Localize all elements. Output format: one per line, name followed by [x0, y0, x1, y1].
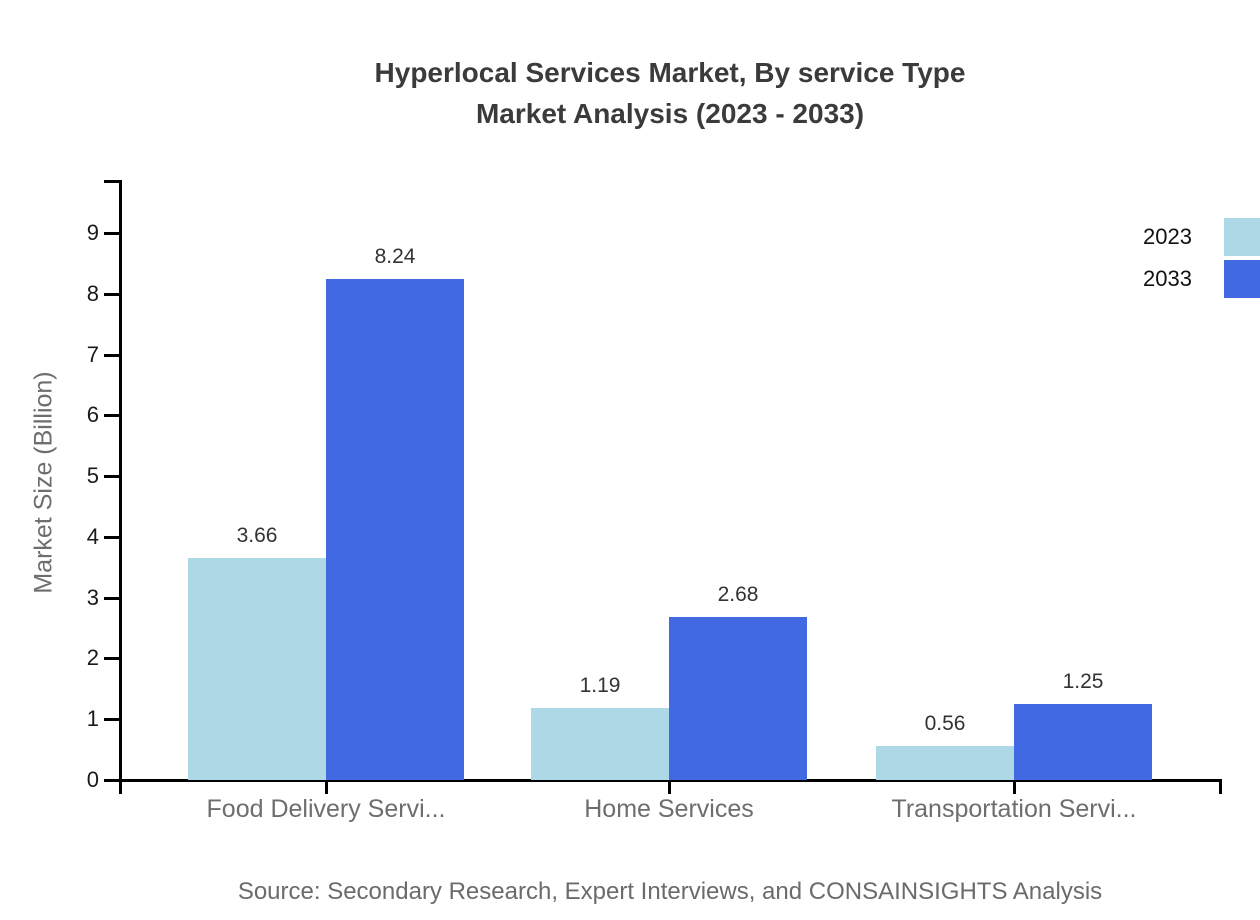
bar-value-label: 1.19 — [579, 673, 621, 697]
bar-2023-0 — [188, 557, 326, 780]
y-tick-label: 8 — [86, 280, 99, 306]
y-tick-mark — [104, 292, 119, 296]
x-tick-mark — [325, 779, 328, 794]
y-tick-label: 3 — [86, 584, 99, 610]
chart-title-line1: Hyperlocal Services Market, By service T… — [374, 57, 966, 88]
legend-label: 2023 — [1143, 224, 1192, 249]
bar-2023-1 — [531, 707, 669, 780]
y-tick-mark — [104, 657, 119, 661]
bar-2033-0 — [326, 279, 464, 780]
y-tick-mark — [104, 353, 119, 357]
y-tick-mark — [104, 596, 119, 600]
legend: 2023 2033 — [1143, 218, 1260, 302]
bar-value-label: 8.24 — [374, 245, 416, 269]
x-category-label: Transportation Servi... — [891, 795, 1137, 823]
bar-value-label: 3.66 — [236, 523, 278, 547]
legend-swatch — [1224, 218, 1260, 256]
y-axis-line — [119, 180, 122, 794]
y-tick-label: 0 — [86, 767, 99, 792]
legend-swatch — [1224, 260, 1260, 298]
y-tick-label: 6 — [86, 402, 99, 428]
y-tick-mark — [104, 232, 119, 235]
legend-item-2023: 2023 — [1143, 218, 1260, 256]
x-category-label: Home Services — [584, 795, 754, 823]
bar-value-label: 2.68 — [717, 583, 759, 607]
x-tick-mark — [1013, 779, 1016, 794]
bar-value-label: 1.25 — [1062, 670, 1104, 694]
bar-2023-2 — [876, 745, 1014, 780]
x-category-label: Food Delivery Servi... — [206, 795, 446, 823]
y-axis-top-cap — [104, 180, 119, 183]
bar-value-label: 0.56 — [924, 711, 966, 735]
y-tick-label: 1 — [86, 706, 99, 732]
chart-title-line2: Market Analysis (2023 - 2033) — [475, 98, 865, 129]
bar-2033-2 — [1014, 704, 1152, 780]
legend-label: 2033 — [1143, 266, 1192, 291]
y-tick-mark — [104, 535, 119, 539]
y-tick-label: 2 — [86, 645, 99, 671]
y-tick-label: 4 — [86, 523, 99, 549]
x-tick-mark — [668, 779, 671, 794]
y-tick-label: 5 — [86, 463, 99, 489]
y-tick-mark — [104, 414, 119, 418]
y-tick-mark — [104, 718, 119, 722]
y-tick-mark — [104, 475, 119, 479]
bar-2033-1 — [669, 617, 807, 780]
chart-title: Hyperlocal Services Market, By service T… — [120, 52, 1220, 134]
x-axis-end-cap — [1219, 779, 1222, 794]
y-tick-label: 9 — [86, 220, 99, 245]
legend-item-2033: 2033 — [1143, 260, 1260, 298]
y-tick-label: 7 — [86, 341, 99, 367]
y-tick-mark — [104, 779, 119, 782]
source-note: Source: Secondary Research, Expert Inter… — [237, 878, 1103, 905]
